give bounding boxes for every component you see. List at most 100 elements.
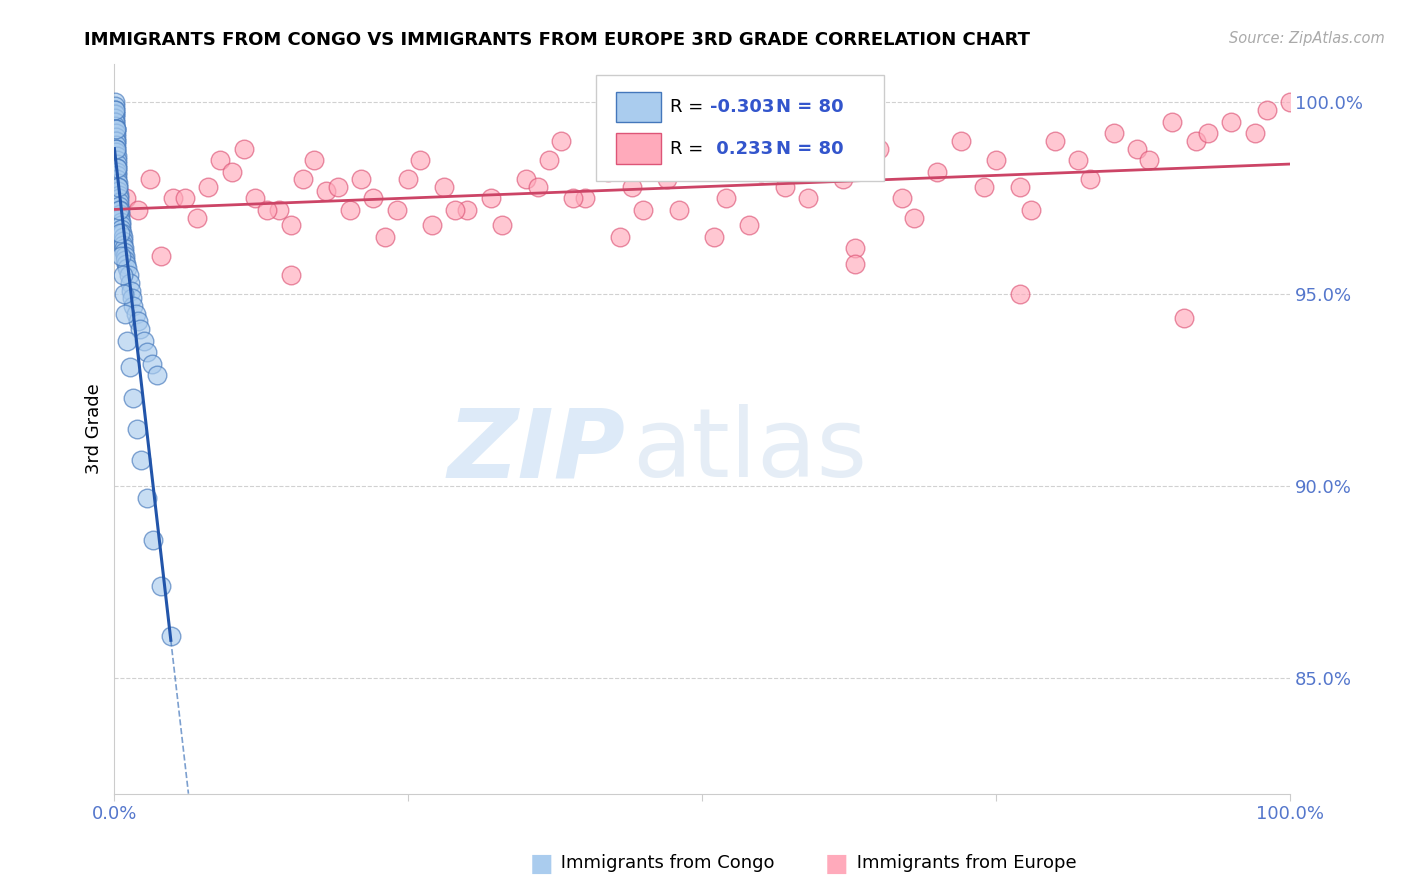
Point — [136, 491, 159, 505]
Point — [129, 322, 152, 336]
Point — [120, 284, 142, 298]
Point — [108, 199, 131, 213]
Point — [868, 142, 890, 156]
Point — [112, 245, 135, 260]
Point — [117, 334, 139, 348]
FancyBboxPatch shape — [596, 75, 884, 181]
Point — [142, 533, 165, 548]
Point — [111, 268, 134, 283]
Point — [304, 153, 326, 167]
Point — [105, 134, 128, 148]
Point — [127, 314, 149, 328]
Point — [108, 202, 131, 217]
Point — [561, 191, 583, 205]
Point — [1067, 153, 1090, 167]
Point — [122, 299, 145, 313]
Point — [121, 291, 143, 305]
Point — [118, 360, 141, 375]
Point — [112, 287, 135, 301]
Point — [456, 202, 478, 217]
Point — [374, 230, 396, 244]
Point — [108, 202, 131, 217]
Point — [1161, 114, 1184, 128]
Point — [267, 202, 290, 217]
Point — [111, 226, 134, 240]
Point — [479, 191, 502, 205]
Point — [160, 629, 183, 643]
Point — [105, 142, 128, 156]
Text: R =: R = — [671, 98, 710, 116]
Point — [280, 268, 302, 283]
Point — [749, 164, 772, 178]
Point — [110, 211, 132, 225]
Point — [105, 172, 128, 186]
Point — [104, 107, 127, 121]
Point — [104, 122, 127, 136]
Text: Source: ZipAtlas.com: Source: ZipAtlas.com — [1229, 31, 1385, 46]
Point — [145, 368, 167, 383]
Point — [515, 172, 537, 186]
Bar — [616, 134, 661, 164]
Point — [903, 211, 925, 225]
Text: 0.233: 0.233 — [710, 140, 773, 158]
Point — [104, 134, 127, 148]
Text: Immigrants from Europe: Immigrants from Europe — [851, 855, 1076, 872]
Point — [598, 164, 620, 178]
Point — [326, 180, 349, 194]
Point — [150, 579, 173, 593]
Point — [1102, 126, 1125, 140]
Point — [385, 202, 408, 217]
Point — [111, 234, 134, 248]
Point — [186, 211, 208, 225]
Point — [105, 169, 128, 183]
Point — [105, 161, 128, 175]
Point — [844, 257, 866, 271]
Point — [104, 122, 127, 136]
Text: N = 80: N = 80 — [776, 98, 844, 116]
Point — [112, 237, 135, 252]
Point — [256, 202, 278, 217]
Point — [105, 157, 128, 171]
Point — [136, 345, 159, 359]
Point — [1220, 114, 1243, 128]
Point — [105, 149, 128, 163]
Point — [132, 334, 155, 348]
Point — [104, 130, 127, 145]
Point — [655, 172, 678, 186]
Point — [110, 219, 132, 233]
Y-axis label: 3rd Grade: 3rd Grade — [86, 384, 103, 475]
Point — [122, 391, 145, 405]
Point — [350, 172, 373, 186]
Point — [633, 202, 655, 217]
Text: -0.303: -0.303 — [710, 98, 775, 116]
Point — [107, 180, 129, 194]
Point — [117, 260, 139, 275]
Point — [245, 191, 267, 205]
Point — [108, 191, 131, 205]
Point — [104, 126, 127, 140]
Point — [104, 114, 127, 128]
Point — [104, 99, 127, 113]
Point — [609, 230, 631, 244]
Point — [984, 153, 1007, 167]
Point — [114, 249, 136, 263]
Point — [738, 219, 761, 233]
Bar — [616, 92, 661, 122]
Point — [1043, 134, 1066, 148]
Point — [1243, 126, 1265, 140]
Point — [550, 134, 572, 148]
Point — [110, 226, 132, 240]
Point — [844, 241, 866, 255]
Point — [1021, 202, 1043, 217]
Point — [110, 207, 132, 221]
Point — [125, 422, 148, 436]
Point — [131, 452, 153, 467]
Point — [491, 219, 513, 233]
Point — [115, 257, 138, 271]
Text: ZIP: ZIP — [449, 404, 626, 497]
Point — [141, 357, 163, 371]
Point — [104, 103, 127, 117]
Point — [1078, 172, 1101, 186]
Point — [162, 191, 184, 205]
Point — [1137, 153, 1160, 167]
